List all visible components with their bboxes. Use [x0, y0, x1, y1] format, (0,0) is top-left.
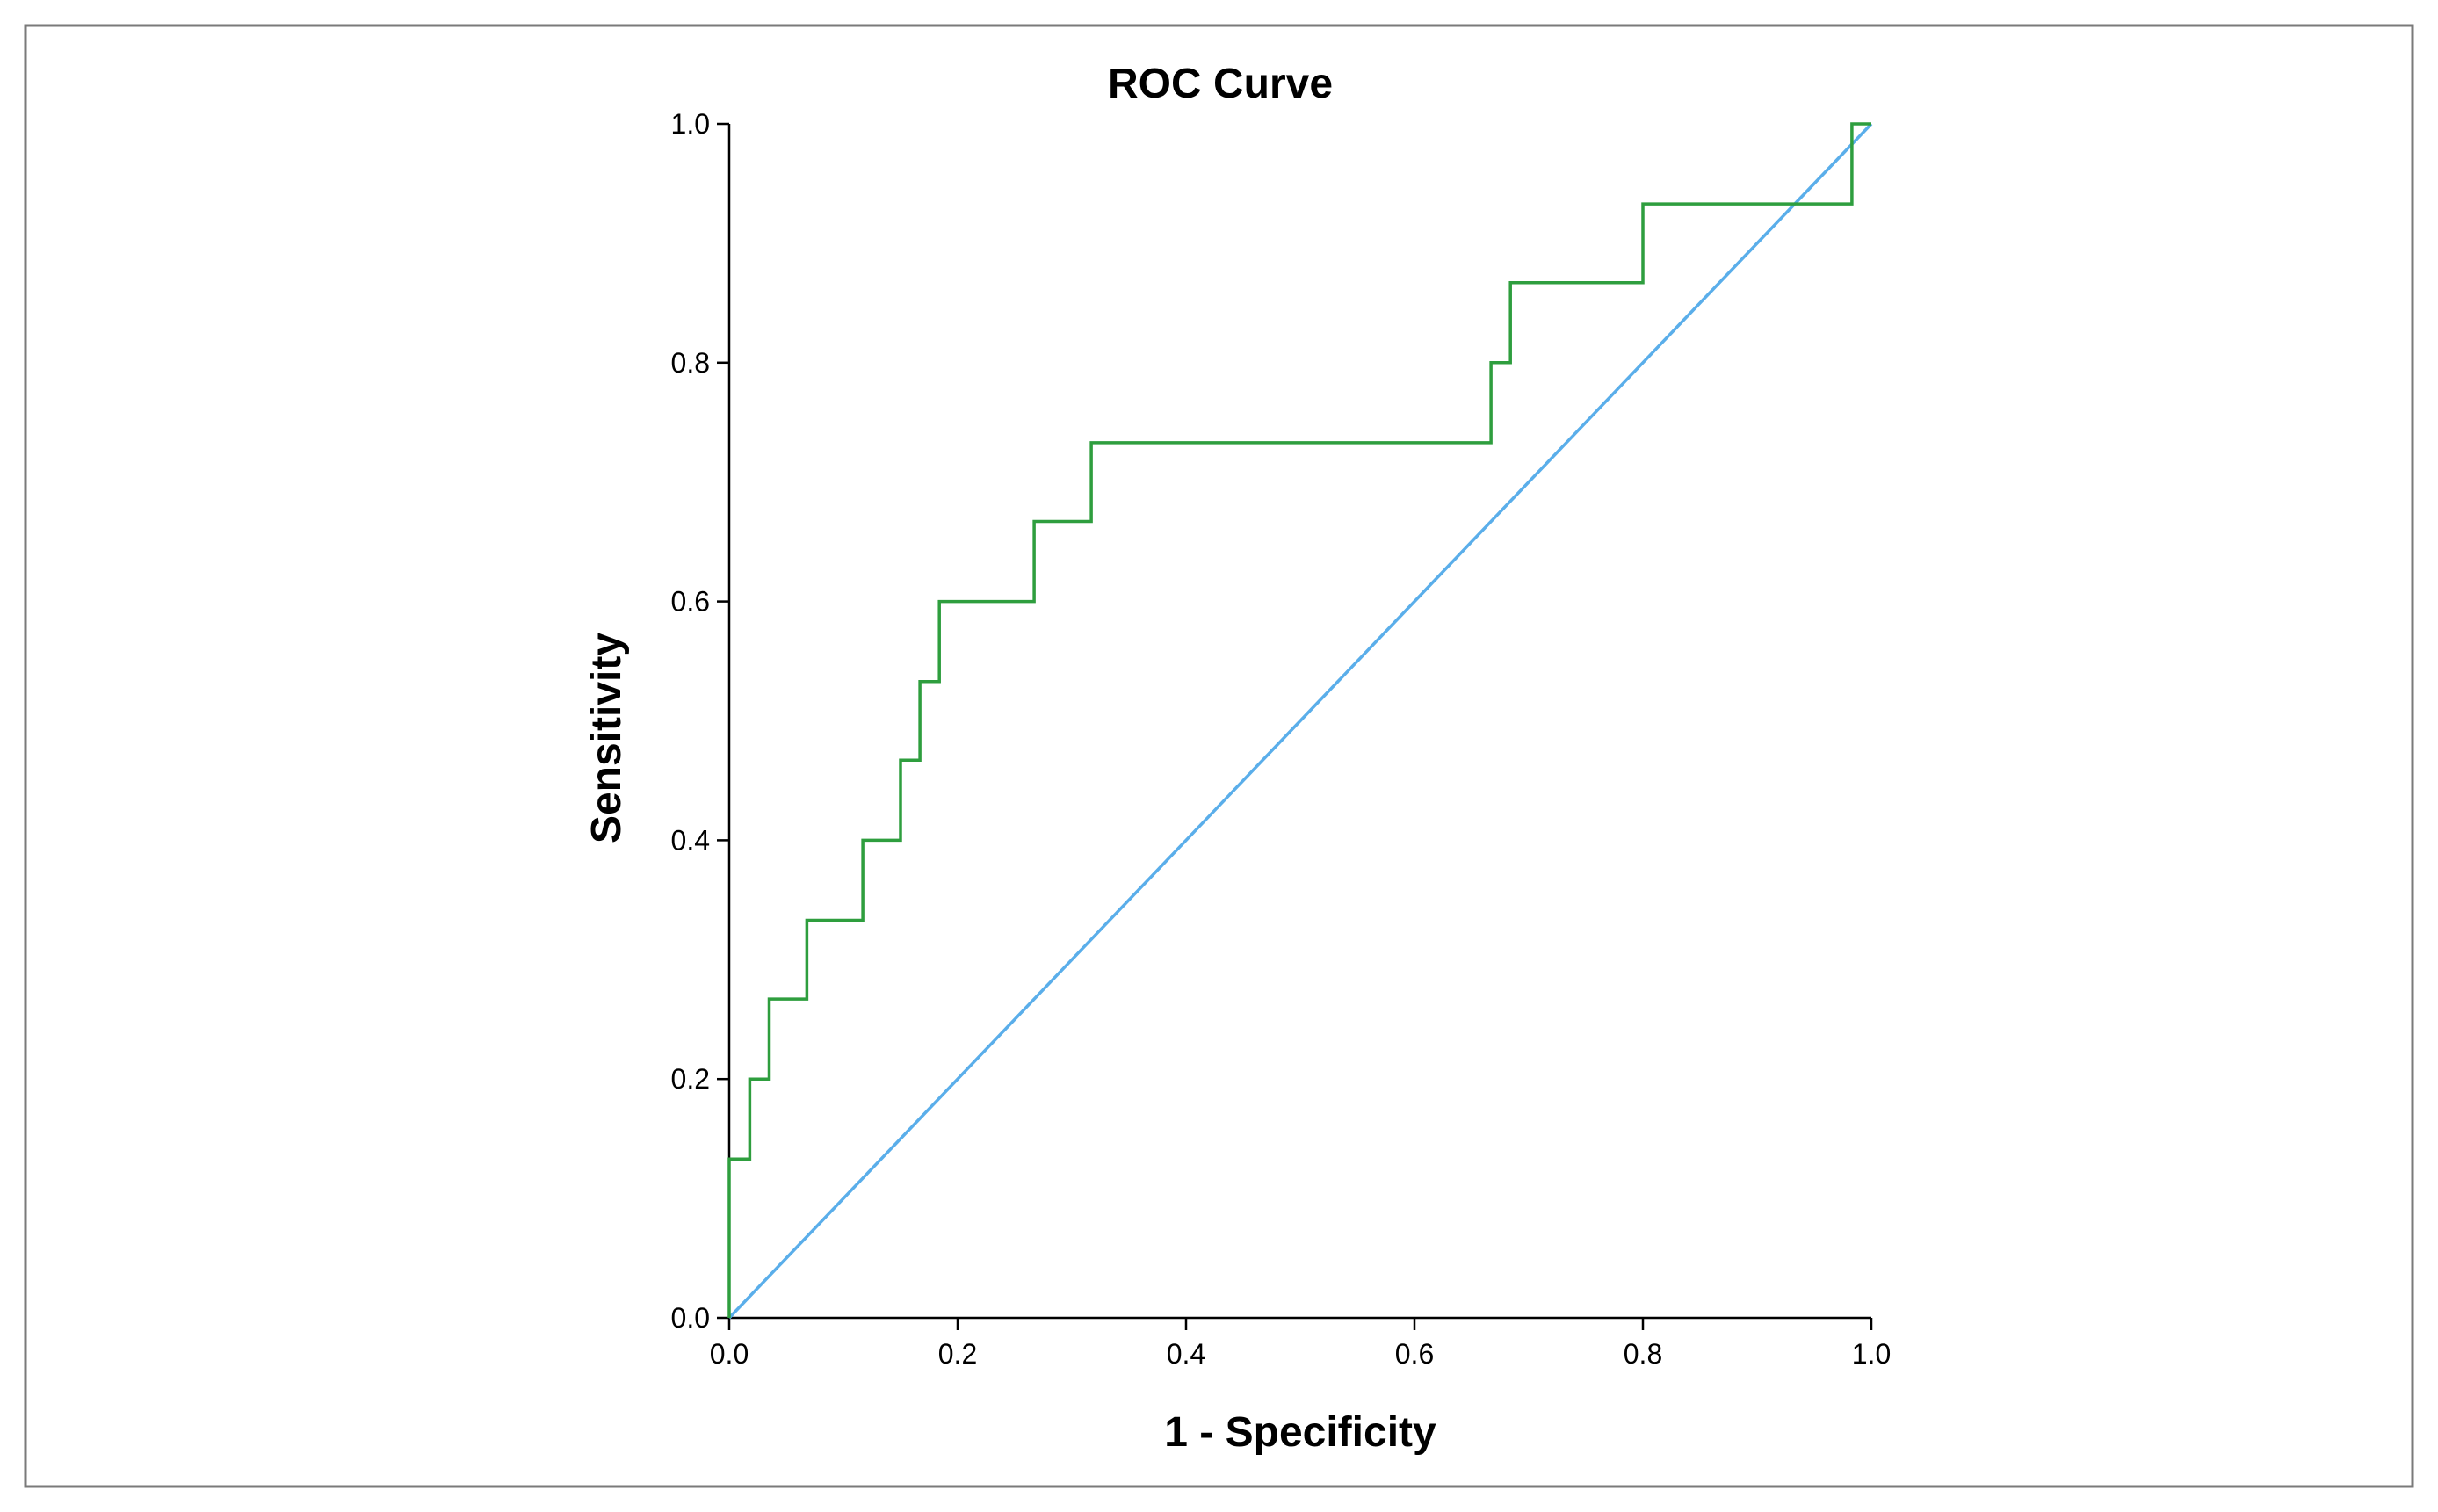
y-tick-label: 0.0 [671, 1302, 710, 1334]
x-axis-title: 1 - Specificity [1164, 1409, 1436, 1456]
series-layer [727, 122, 1873, 1320]
y-tick-label: 1.0 [671, 108, 710, 140]
y-tick-label: 0.2 [671, 1063, 710, 1095]
chart-border [24, 24, 2414, 1488]
y-tick-label: 0.4 [671, 824, 710, 856]
y-tick-label: 0.8 [671, 347, 710, 379]
x-tick-label: 0.0 [710, 1338, 749, 1370]
axes [717, 122, 1873, 1330]
y-tick-label: 0.6 [671, 586, 710, 618]
roc-curve-line [727, 122, 1871, 1318]
tick-labels: 0.0 0.2 0.4 0.6 0.8 1.0 0.0 0.2 0.4 0.6 0.8 1.0 [671, 108, 1892, 1370]
x-tick-label: 0.2 [938, 1338, 977, 1370]
x-tick-label: 0.4 [1167, 1338, 1205, 1370]
x-tick-label: 0.8 [1624, 1338, 1662, 1370]
y-axis-title: Sensitivity [583, 633, 630, 843]
reference-line [727, 122, 1873, 1320]
x-tick-label: 0.6 [1395, 1338, 1434, 1370]
chart-title: ROC Curve [1108, 61, 1333, 107]
x-tick-label: 1.0 [1852, 1338, 1891, 1370]
